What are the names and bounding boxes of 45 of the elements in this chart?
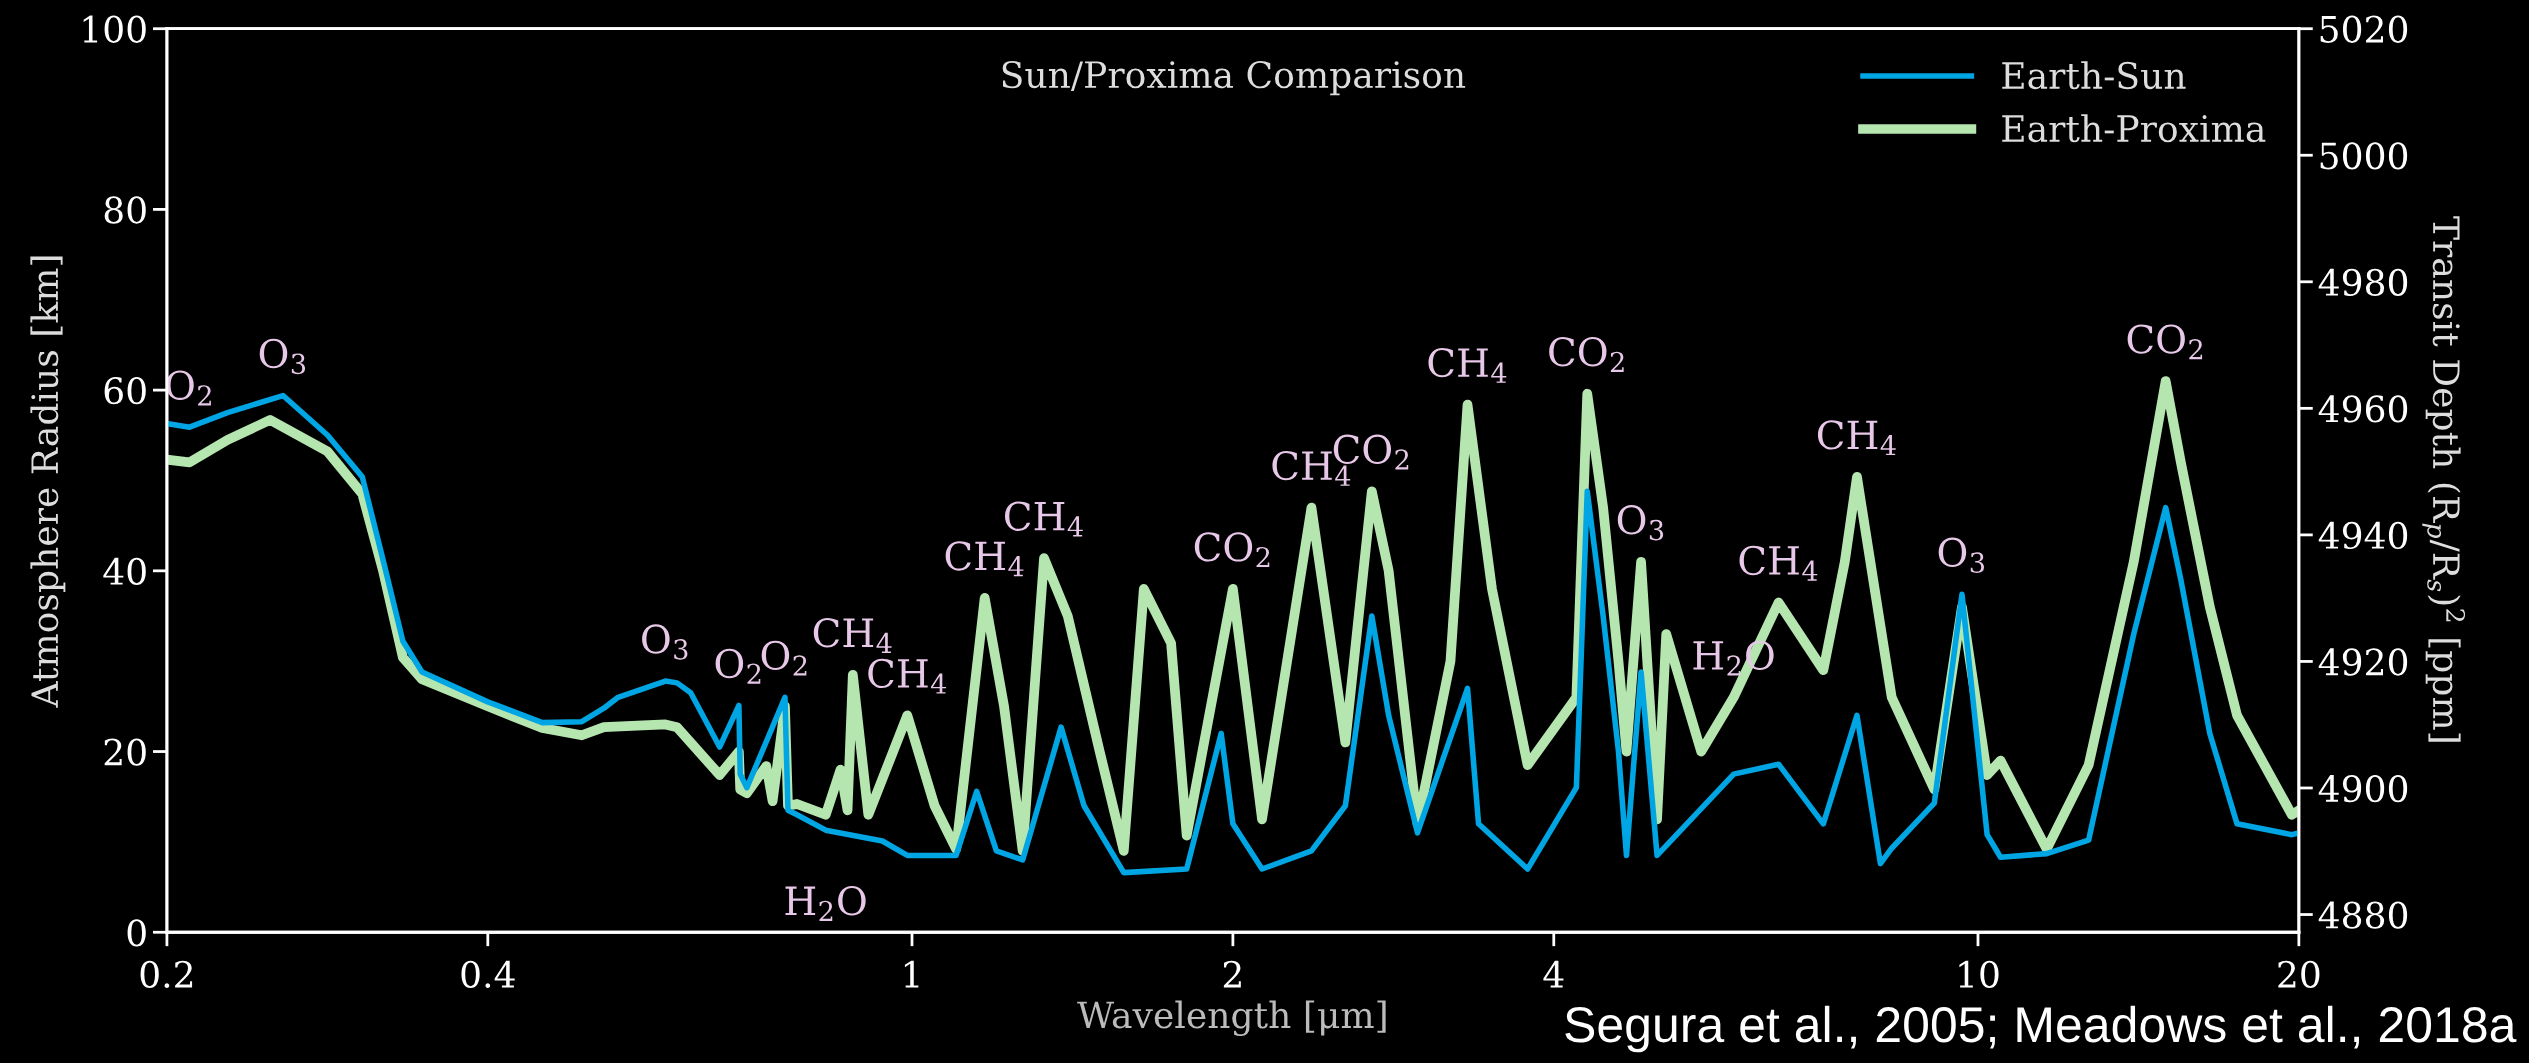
x-axis-title: Wavelength [μm] <box>1077 1000 1386 1036</box>
y-axis-title: Atmosphere Radius [km] <box>30 256 66 708</box>
annotation: CH$_{4}$ <box>1739 545 1818 581</box>
y2-tick-label: 4980 <box>2318 268 2408 297</box>
x-tick-label: 1 <box>904 960 919 988</box>
y2-tick-label: 4900 <box>2318 774 2408 803</box>
y-tick-label: 40 <box>103 557 146 586</box>
y2-tick-label: 4920 <box>2318 648 2408 676</box>
y2-tick-label: 5000 <box>2320 142 2408 170</box>
y-tick-label: 0 <box>127 919 146 947</box>
y-tick-label: 80 <box>104 196 146 224</box>
x-tick-label: 10 <box>1959 960 1999 988</box>
annotation: O$_{3}$ <box>1617 505 1664 541</box>
y2-tick-label: 4880 <box>2318 901 2408 929</box>
annotation: CH$_{4}$ <box>868 658 947 694</box>
legend-label: Earth-Proxima <box>2002 114 2266 143</box>
annotation: H$_{2}$O <box>785 886 866 922</box>
x-tick-label: 0.4 <box>461 960 515 988</box>
y-tick-label: 60 <box>104 377 146 405</box>
y2-tick-label: 4940 <box>2318 521 2408 550</box>
y2-axis-title: Transit Depth (R$_{p}$/R$_{s}$)$^{2}$ [ppm] <box>2422 216 2466 742</box>
annotation: CH$_{4}$ <box>1004 501 1083 537</box>
x-tick-label: 20 <box>2278 960 2320 988</box>
annotation: CH$_{4}$ <box>945 541 1024 577</box>
x-tick-label: 0.2 <box>140 960 193 988</box>
text: Segura et al., 2005; Meadows et al., 2018a <box>1565 1005 2517 1053</box>
y2-tick-label: 5020 <box>2320 15 2408 43</box>
annotation: O$_{3}$ <box>642 624 688 660</box>
y2-tick-label: 4960 <box>2318 395 2408 423</box>
annotation: O$_{2}$ <box>715 648 761 684</box>
annotation: O$_{2}$ <box>761 640 807 676</box>
annotation: CH$_{4}$ <box>1428 347 1507 383</box>
annotation: CH$_{4}$ <box>813 618 892 653</box>
x-tick-label: 4 <box>1543 960 1564 988</box>
legend-label: Earth-Sun <box>2002 61 2186 90</box>
annotation: CO$_{2}$ <box>2127 324 2203 360</box>
y-tick-label: 20 <box>104 738 146 766</box>
annotation: CO$_{2}$ <box>1549 337 1624 372</box>
y-tick-label: 100 <box>83 15 146 43</box>
annotation: CH$_{4}$ <box>1817 420 1896 456</box>
annotation: O$_{3}$ <box>259 338 306 375</box>
annotation: O$_{3}$ <box>1938 537 1985 573</box>
x-tick-label: 2 <box>1223 960 1241 988</box>
annotation: CO$_{2}$ <box>1194 532 1270 568</box>
text: Sun/Proxima Comparison <box>1002 60 1466 96</box>
